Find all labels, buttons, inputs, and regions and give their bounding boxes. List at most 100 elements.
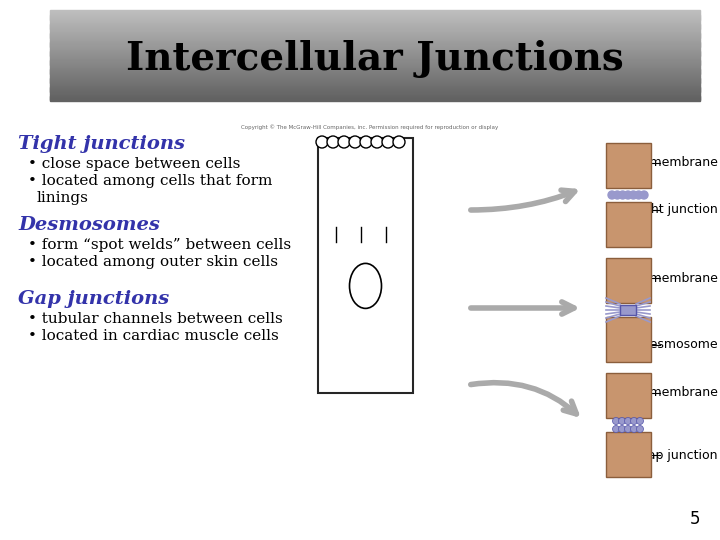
Bar	[50, 92, 700, 93]
Circle shape	[360, 136, 372, 148]
Bar	[50, 51, 700, 53]
Bar	[50, 64, 700, 65]
Circle shape	[631, 417, 637, 424]
Bar	[50, 58, 700, 59]
Bar	[50, 57, 700, 58]
Bar	[50, 94, 700, 96]
Bar	[50, 66, 700, 67]
Bar	[50, 46, 700, 48]
Text: Cell membrane: Cell membrane	[622, 157, 718, 170]
Text: • located among outer skin cells: • located among outer skin cells	[28, 255, 278, 269]
Bar	[50, 26, 700, 28]
Bar	[50, 72, 700, 73]
Bar	[50, 78, 700, 80]
Bar	[50, 94, 700, 95]
Circle shape	[618, 417, 626, 424]
Bar	[50, 11, 700, 12]
Circle shape	[316, 136, 328, 148]
Bar	[50, 76, 700, 77]
Text: • located in cardiac muscle cells: • located in cardiac muscle cells	[28, 329, 279, 343]
Bar	[50, 43, 700, 45]
Bar	[50, 42, 700, 43]
Text: Tight junctions: Tight junctions	[18, 135, 185, 153]
Bar	[50, 40, 700, 42]
Circle shape	[640, 191, 648, 199]
Bar	[50, 44, 700, 45]
Circle shape	[631, 426, 637, 433]
Bar	[50, 99, 700, 100]
Bar	[50, 86, 700, 88]
Bar	[50, 36, 700, 37]
FancyBboxPatch shape	[606, 373, 650, 418]
Bar	[50, 33, 700, 35]
Bar	[50, 86, 700, 87]
Bar	[50, 93, 700, 94]
Bar	[50, 15, 700, 16]
FancyBboxPatch shape	[606, 202, 650, 247]
Bar	[50, 56, 700, 57]
Bar	[50, 81, 700, 83]
Bar	[50, 17, 700, 18]
Bar	[50, 62, 700, 63]
Bar	[50, 24, 700, 26]
Circle shape	[613, 191, 621, 199]
Circle shape	[338, 136, 350, 148]
FancyBboxPatch shape	[606, 258, 650, 303]
Circle shape	[327, 136, 339, 148]
Bar	[50, 18, 700, 19]
Bar	[50, 90, 700, 91]
Bar	[50, 32, 700, 33]
Bar	[50, 62, 700, 64]
FancyBboxPatch shape	[620, 305, 636, 315]
Bar	[50, 52, 700, 53]
Bar	[50, 83, 700, 84]
Bar	[50, 54, 700, 56]
Bar	[50, 29, 700, 30]
Bar	[50, 60, 700, 62]
Circle shape	[624, 191, 632, 199]
Text: Cell membrane: Cell membrane	[622, 387, 718, 400]
Bar	[50, 38, 700, 39]
Bar	[50, 30, 700, 31]
Bar	[50, 21, 700, 22]
Bar	[50, 69, 700, 70]
Circle shape	[371, 136, 383, 148]
Bar	[50, 19, 700, 21]
Bar	[50, 32, 700, 34]
Bar	[50, 97, 700, 99]
Text: Cell membrane: Cell membrane	[622, 272, 718, 285]
Circle shape	[618, 426, 626, 433]
Text: Gap junctions: Gap junctions	[18, 290, 169, 308]
Circle shape	[634, 191, 643, 199]
Bar	[50, 82, 700, 83]
Text: 5: 5	[690, 510, 700, 528]
Bar	[50, 45, 700, 46]
Bar	[50, 27, 700, 29]
Bar	[50, 85, 700, 86]
Bar	[50, 49, 700, 50]
Bar	[50, 16, 700, 18]
Bar	[50, 96, 700, 97]
Bar	[50, 65, 700, 66]
Circle shape	[382, 136, 394, 148]
Bar	[50, 10, 700, 11]
Bar	[50, 39, 700, 40]
Bar	[50, 89, 700, 90]
Circle shape	[613, 417, 619, 424]
Bar	[50, 16, 700, 17]
Bar	[50, 97, 700, 98]
Bar	[50, 40, 700, 41]
Bar	[50, 31, 700, 32]
Bar	[50, 35, 700, 36]
Bar	[50, 20, 700, 21]
Text: • close space between cells: • close space between cells	[28, 157, 240, 171]
Bar	[50, 59, 700, 60]
Bar	[50, 28, 700, 29]
Bar	[50, 48, 700, 49]
Circle shape	[393, 136, 405, 148]
Text: Intercellular Junctions: Intercellular Junctions	[126, 40, 624, 78]
Bar	[50, 14, 700, 15]
Bar	[50, 13, 700, 14]
Bar	[50, 87, 700, 89]
Circle shape	[624, 417, 631, 424]
